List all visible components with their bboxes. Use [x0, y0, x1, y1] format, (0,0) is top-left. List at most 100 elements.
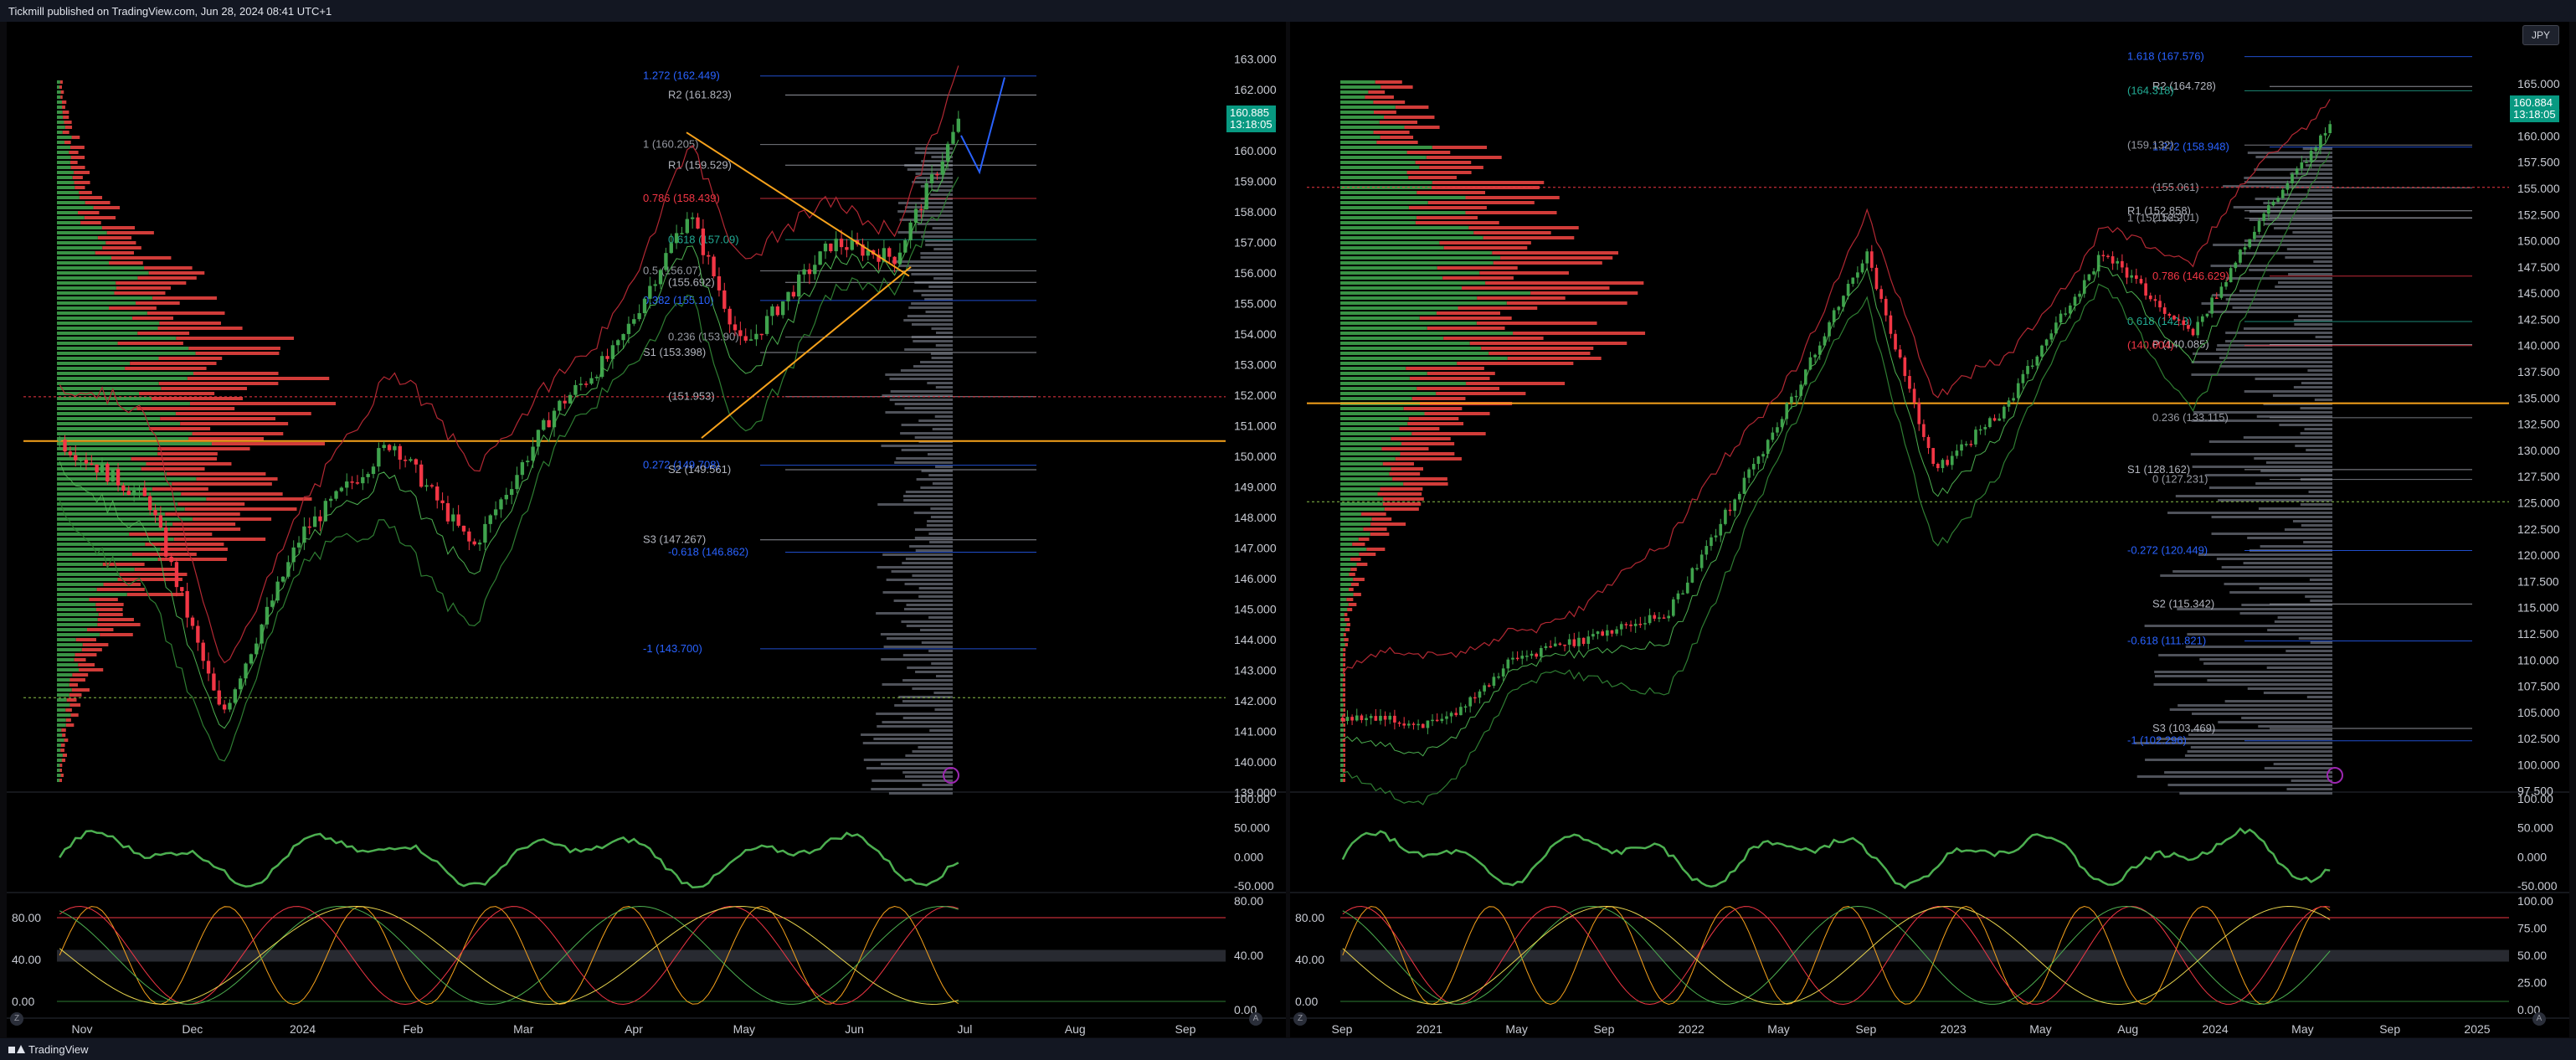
candle-body	[74, 455, 78, 461]
volume-profile-session	[2232, 306, 2332, 309]
candle-body	[414, 459, 418, 465]
volume-profile-session	[2136, 775, 2332, 778]
volume-profile-down	[1415, 161, 1472, 164]
auto-scale-icon[interactable]: A	[1249, 1012, 1262, 1026]
candle-body	[2106, 255, 2110, 258]
volume-profile-up	[1340, 90, 1369, 94]
volume-profile-up	[1340, 754, 1344, 757]
volume-profile-session	[930, 507, 953, 510]
chart-panel-weekly[interactable]: 165.000162.500160.000157.500155.000152.5…	[1290, 22, 2569, 1037]
volume-profile-session	[899, 219, 953, 221]
volume-profile-up	[57, 603, 96, 606]
price-tick-label: 132.500	[2517, 418, 2560, 431]
time-tick-label: 2022	[1679, 1022, 1704, 1036]
candle-body	[2177, 319, 2181, 321]
volume-profile-session	[881, 445, 953, 447]
currency-button[interactable]: JPY	[2522, 25, 2559, 45]
tradingview-logo[interactable]: TradingView	[8, 1043, 89, 1056]
candle-body	[1369, 716, 1373, 718]
volume-profile-up	[1340, 643, 1345, 646]
volume-profile-down	[1424, 412, 1490, 415]
volume-profile-down	[1506, 301, 1627, 305]
volume-profile-down	[148, 271, 205, 275]
volume-profile-up	[1340, 276, 1443, 280]
volume-profile-down	[1343, 759, 1345, 762]
weekly-chart-svg[interactable]: 165.000162.500160.000157.500155.000152.5…	[1290, 22, 2569, 1037]
daily-chart-svg[interactable]: 163.000162.000161.000160.000159.000158.0…	[7, 22, 1286, 1037]
volume-profile-down	[1352, 543, 1365, 546]
level-label: 0.786 (146.629)	[2152, 270, 2229, 282]
volume-profile-session	[911, 273, 953, 275]
volume-profile-up	[1340, 322, 1477, 325]
volume-profile-session	[930, 193, 953, 196]
level-label: (164.318)	[2127, 84, 2174, 96]
volume-profile-up	[57, 211, 78, 214]
volume-profile-down	[1432, 146, 1488, 149]
candle-body	[2328, 124, 2332, 134]
volume-profile-down	[1493, 261, 1602, 265]
candle-body	[2130, 275, 2133, 278]
volume-profile-session	[935, 466, 953, 468]
volume-profile-session	[2305, 595, 2332, 598]
chart-panel-daily[interactable]: 163.000162.000161.000160.000159.000158.0…	[7, 22, 1286, 1037]
volume-profile-down	[160, 548, 228, 551]
price-tick-label: 125.000	[2517, 497, 2560, 510]
candle-body	[440, 500, 445, 503]
candle-body	[164, 527, 168, 557]
volume-profile-up	[57, 749, 61, 752]
stochastic-tick-label: 25.00	[2517, 976, 2547, 990]
volume-profile-down	[1349, 588, 1354, 591]
volume-profile-down	[1457, 362, 1574, 365]
last-price-value: 160.885	[1230, 106, 1269, 119]
time-tick-label: Aug	[1065, 1022, 1086, 1036]
zoom-icon[interactable]: Z	[10, 1012, 23, 1026]
volume-profile-session	[2207, 679, 2332, 682]
candle-body	[318, 516, 322, 522]
candle-body	[2092, 271, 2095, 275]
price-tick-label: 107.500	[2517, 680, 2560, 693]
tradingview-logo-icon	[8, 1045, 25, 1053]
auto-scale-icon[interactable]: A	[2532, 1012, 2546, 1026]
candle-body	[1926, 436, 1931, 449]
candle-body	[743, 336, 748, 341]
volume-profile-up	[57, 166, 71, 169]
volume-profile-up	[1340, 507, 1385, 511]
candle-body	[1473, 697, 1477, 699]
candle-body	[190, 617, 195, 626]
time-tick-label: May	[733, 1022, 755, 1036]
volume-profile-session	[935, 675, 953, 677]
level-label: 1 (152.165)	[2127, 211, 2183, 224]
volume-profile-session	[894, 704, 953, 707]
volume-profile-session	[920, 256, 953, 259]
volume-profile-session	[2167, 784, 2332, 786]
volume-profile-down	[69, 703, 81, 707]
volume-profile-session	[903, 499, 953, 502]
volume-profile-session	[2264, 223, 2332, 225]
volume-profile-session	[913, 290, 953, 292]
candle-body	[1563, 644, 1566, 646]
candle-body	[180, 587, 184, 591]
volume-profile-down	[1345, 618, 1350, 621]
candle-body	[1988, 418, 1992, 428]
volume-profile-up	[1340, 543, 1353, 546]
upper-band	[1342, 99, 2331, 675]
candle-body	[1535, 653, 1538, 657]
triangle-upper-line	[686, 131, 910, 277]
stochastic-tick-label: 80.00	[1234, 894, 1263, 908]
candle-body	[696, 217, 700, 229]
zoom-icon[interactable]: Z	[1293, 1012, 1307, 1026]
candle-body	[584, 383, 589, 385]
volume-profile-session	[928, 474, 953, 476]
time-tick-label: Sep	[1855, 1022, 1876, 1036]
candle-body	[1728, 509, 1732, 512]
volume-profile-down	[79, 196, 103, 199]
volume-profile-down	[1343, 754, 1345, 757]
candle-body	[2064, 313, 2067, 315]
volume-profile-session	[2310, 641, 2332, 644]
volume-profile-up	[1340, 563, 1357, 566]
volume-profile-session	[918, 746, 953, 749]
volume-profile-down	[69, 678, 85, 682]
candle-body	[456, 514, 460, 526]
volume-profile-session	[2285, 256, 2332, 259]
volume-profile-up	[57, 533, 130, 536]
